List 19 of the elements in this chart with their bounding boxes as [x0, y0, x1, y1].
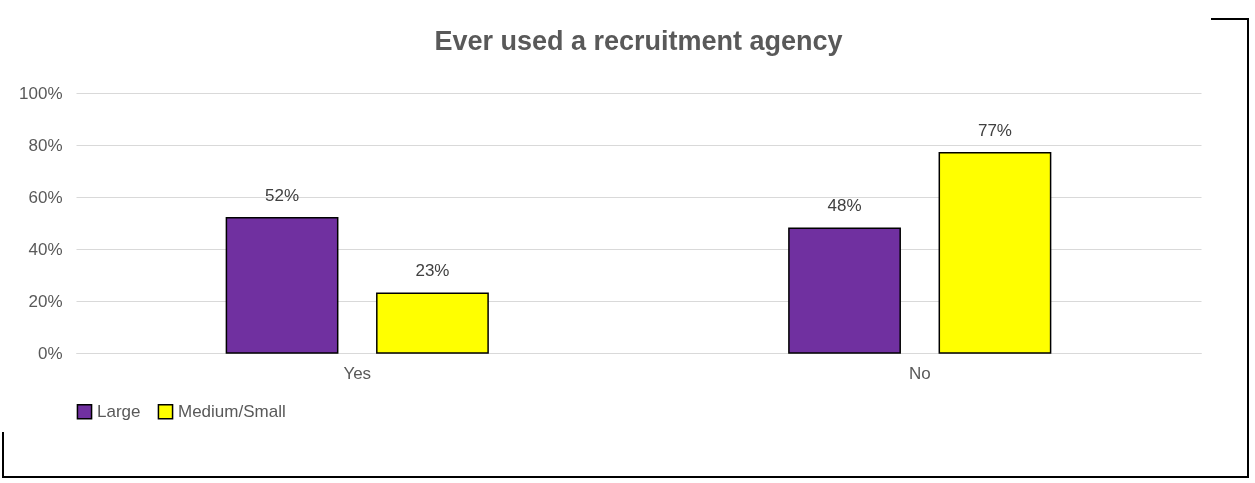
chart-title: Ever used a recruitment agency	[434, 26, 843, 56]
y-tick-label: 40%	[28, 239, 63, 259]
y-tick-label: 80%	[28, 135, 63, 155]
data-label: 23%	[415, 261, 450, 281]
data-label: 77%	[977, 120, 1012, 140]
y-tick-label: 20%	[28, 291, 63, 311]
y-tick-label: 100%	[19, 83, 63, 103]
bar	[938, 152, 1052, 354]
data-label: 48%	[827, 196, 862, 216]
legend-label: Medium/Small	[178, 401, 286, 421]
bar	[376, 292, 489, 354]
y-tick-label: 60%	[28, 187, 63, 207]
y-tick-label: 0%	[37, 343, 63, 363]
data-label: 52%	[265, 185, 300, 205]
bar	[225, 217, 339, 354]
x-tick-label: No	[908, 363, 931, 383]
bar	[788, 227, 901, 354]
x-tick-label: Yes	[343, 363, 372, 383]
legend-label: Large	[97, 401, 141, 421]
